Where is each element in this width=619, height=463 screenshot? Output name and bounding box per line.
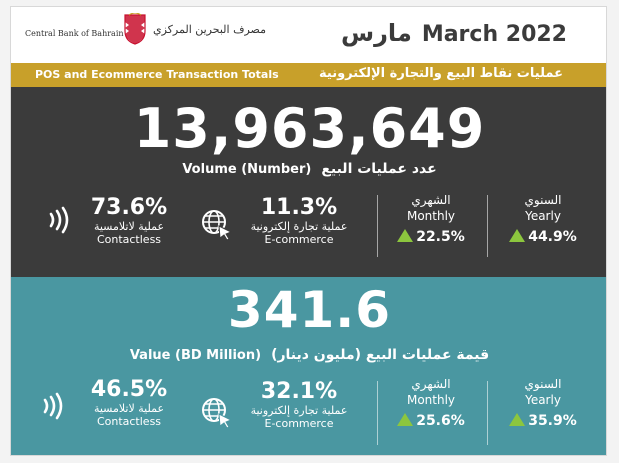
up-arrow-icon — [397, 229, 414, 242]
volume-contactless-label-en: Contactless — [96, 233, 162, 246]
volume-ecommerce-pct: 11.3% — [260, 195, 338, 220]
org-name-en: Central Bank of Bahrain — [25, 29, 124, 38]
banner-bar — [11, 63, 606, 87]
value-yearly-label-en: Yearly — [525, 393, 561, 407]
contactless-icon — [49, 206, 69, 234]
divider — [487, 381, 488, 445]
value-label-ar: قيمة عمليات البيع (مليون دينار) — [271, 347, 490, 363]
value-section: 341.6 Value (BD Million) قيمة عمليات البي… — [11, 277, 606, 455]
value-ecommerce-pct: 32.1% — [260, 379, 338, 404]
value-label-en: Value (BD Million) — [129, 348, 262, 363]
value-ecommerce: 32.1% عملية تجارة إلكترونية E-commerce — [239, 379, 359, 430]
up-arrow-icon — [509, 229, 526, 242]
value-ecommerce-label-ar: عملية تجارة إلكترونية — [250, 404, 348, 417]
volume-ecommerce: 11.3% عملية تجارة إلكترونية E-commerce — [239, 195, 359, 246]
volume-label-en: Volume (Number) — [182, 162, 312, 177]
volume-monthly-change: 22.5% — [391, 229, 471, 245]
header: Central Bank of Bahrain مصرف البحرين الم… — [11, 7, 606, 63]
value-yearly-change: 35.9% — [503, 413, 583, 429]
volume-monthly-label-en: Monthly — [406, 209, 456, 223]
volume-contactless-pct: 73.6% — [90, 195, 168, 220]
volume-monthly: الشهري Monthly 22.5% — [391, 193, 471, 245]
banner-title-ar: عمليات نقاط البيع والتجارة الإلكترونية — [319, 66, 563, 81]
title-month-ar: مارس — [341, 19, 412, 47]
volume-monthly-change-value: 22.5% — [416, 229, 465, 245]
value-label: Value (BD Million) قيمة عمليات البيع (ملي… — [11, 347, 606, 363]
divider — [487, 195, 488, 257]
volume-ecommerce-label-en: E-commerce — [264, 233, 334, 246]
value-contactless-label-en: Contactless — [96, 415, 162, 428]
volume-contactless-label-ar: عملية لاتلامسية — [93, 220, 165, 233]
value-contactless-pct: 46.5% — [90, 377, 168, 402]
value-ecommerce-label-en: E-commerce — [264, 417, 334, 430]
volume-ecommerce-label-ar: عملية تجارة إلكترونية — [250, 220, 348, 233]
volume-section: 13,963,649 Volume (Number) عدد عمليات الب… — [11, 87, 606, 277]
volume-yearly: السنوي Yearly 44.9% — [503, 193, 583, 245]
banner-title-en: POS and Ecommerce Transaction Totals — [35, 68, 279, 81]
value-monthly-change-value: 25.6% — [416, 413, 465, 429]
volume-total: 13,963,649 — [133, 97, 486, 160]
title-month-en: March 2022 — [421, 22, 567, 47]
value-contactless: 46.5% عملية لاتلامسية Contactless — [79, 377, 179, 428]
volume-yearly-label-ar: السنوي — [524, 193, 562, 207]
value-contactless-label-ar: عملية لاتلامسية — [93, 402, 165, 415]
globe-cursor-icon — [202, 210, 233, 241]
volume-contactless: 73.6% عملية لاتلامسية Contactless — [79, 195, 179, 246]
up-arrow-icon — [509, 413, 526, 426]
bahrain-emblem-icon — [124, 13, 146, 45]
value-monthly-label-en: Monthly — [406, 393, 456, 407]
org-name-ar: مصرف البحرين المركزي — [153, 23, 266, 36]
infographic-card: Central Bank of Bahrain مصرف البحرين الم… — [10, 6, 607, 456]
contactless-icon — [43, 392, 63, 420]
value-total: 341.6 — [227, 281, 392, 339]
volume-label: Volume (Number) عدد عمليات البيع — [11, 161, 606, 177]
volume-yearly-change-value: 44.9% — [528, 229, 577, 245]
value-monthly: الشهري Monthly 25.6% — [391, 377, 471, 429]
up-arrow-icon — [397, 413, 414, 426]
value-yearly: السنوي Yearly 35.9% — [503, 377, 583, 429]
value-monthly-change: 25.6% — [391, 413, 471, 429]
divider — [377, 381, 378, 445]
volume-monthly-label-ar: الشهري — [411, 193, 451, 207]
value-yearly-change-value: 35.9% — [528, 413, 577, 429]
globe-cursor-icon — [202, 398, 233, 429]
value-yearly-label-ar: السنوي — [524, 377, 562, 391]
volume-label-ar: عدد عمليات البيع — [321, 161, 437, 177]
page-title: مارس March 2022 — [341, 19, 567, 47]
divider — [377, 195, 378, 257]
volume-yearly-label-en: Yearly — [525, 209, 561, 223]
volume-yearly-change: 44.9% — [503, 229, 583, 245]
value-monthly-label-ar: الشهري — [411, 377, 451, 391]
